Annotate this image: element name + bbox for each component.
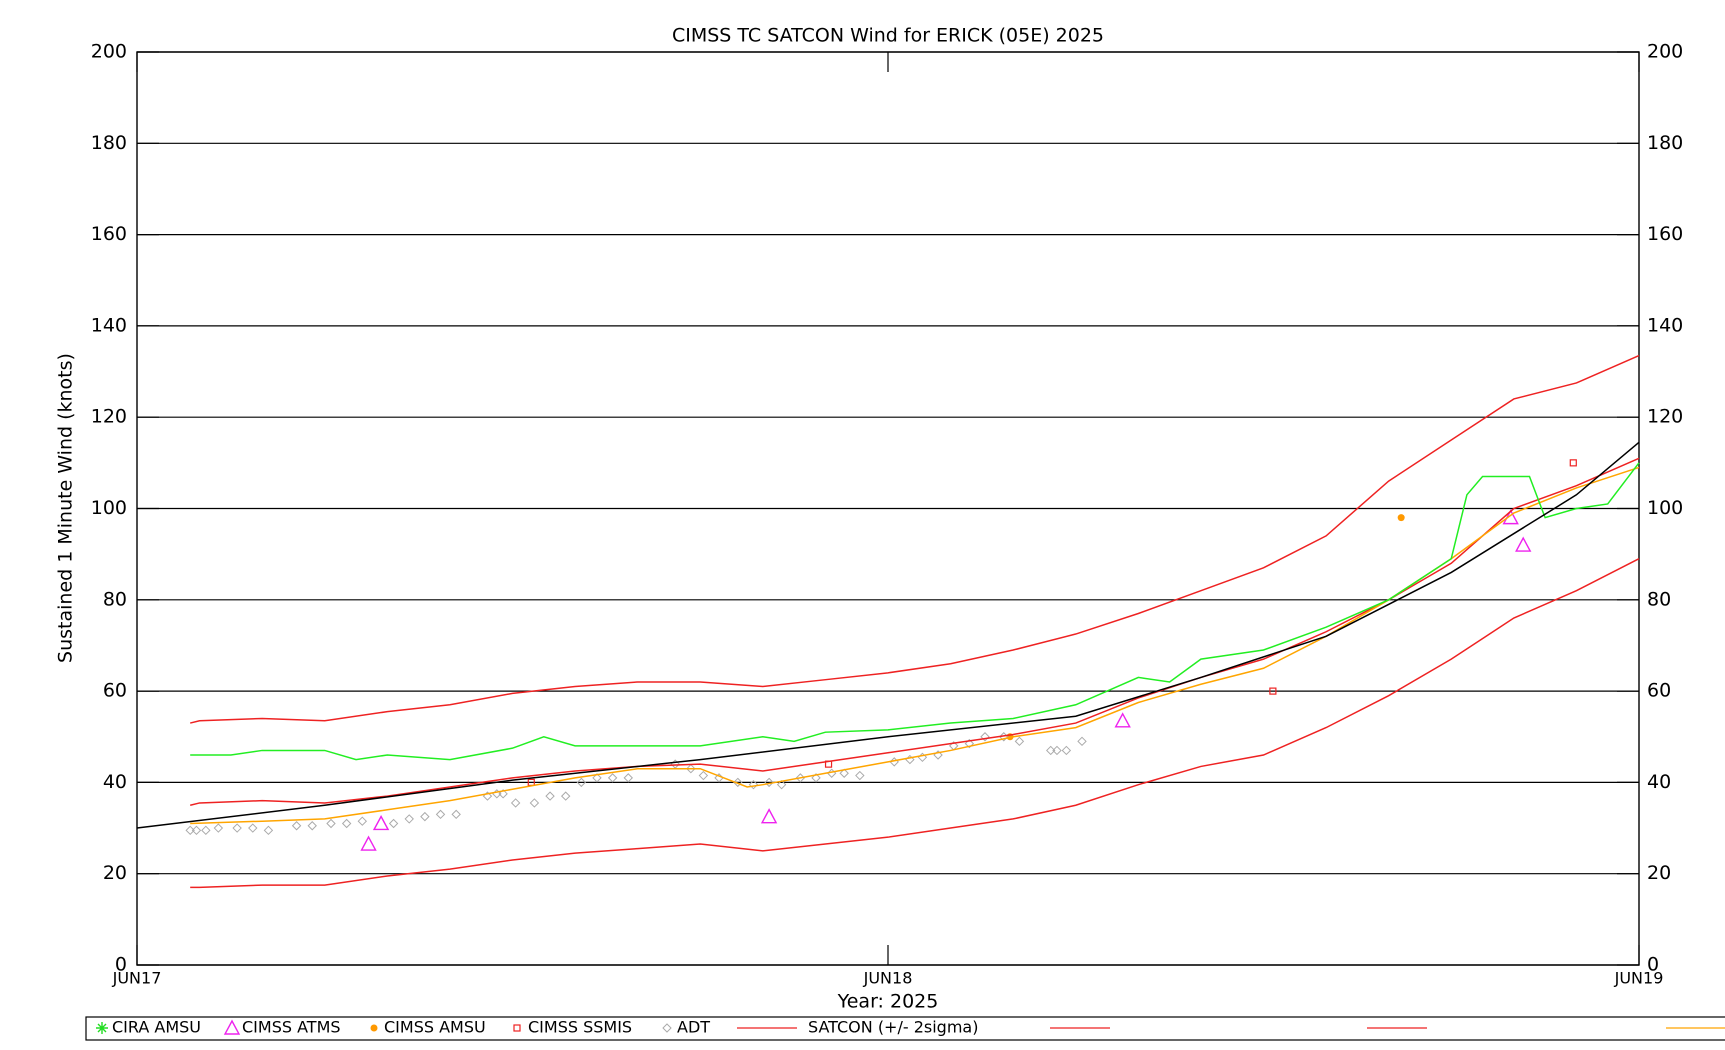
diamond-marker — [498, 789, 508, 799]
diamond-marker — [1052, 745, 1062, 756]
diamond-marker — [623, 773, 633, 783]
diamond-marker — [811, 773, 821, 783]
diamond-marker — [435, 809, 446, 820]
y-tick-label: 0 — [115, 954, 127, 976]
triangle-marker — [760, 808, 778, 824]
diamond-marker — [1046, 745, 1056, 756]
y2-tick-label: 200 — [1647, 41, 1683, 63]
diamond-marker — [420, 811, 430, 822]
legend-label: CIMSS AMSU — [384, 1018, 486, 1037]
legend-label: CIMSS SSMIS — [528, 1018, 632, 1037]
legend-label: CIMSS ATMS — [242, 1018, 341, 1037]
y2-tick-label: 100 — [1647, 497, 1683, 519]
legend-marker — [223, 1019, 241, 1035]
legend-marker — [513, 1024, 521, 1032]
diamond-marker — [307, 821, 317, 831]
legend-label: CIRA AMSU — [112, 1018, 201, 1037]
y-tick-label: 160 — [91, 223, 127, 245]
y-tick-label: 80 — [103, 588, 127, 610]
diamond-marker — [698, 770, 709, 781]
legend-label: ADT — [677, 1018, 710, 1037]
diamond-marker — [185, 825, 195, 836]
y-tick-label: 200 — [91, 41, 127, 63]
diamond-marker — [576, 777, 587, 788]
diamond-marker — [451, 809, 461, 820]
y2-tick-label: 80 — [1647, 588, 1671, 610]
diamond-marker — [795, 773, 806, 783]
y2-tick-label: 120 — [1647, 406, 1683, 428]
square-marker — [1269, 687, 1277, 695]
diamond-marker — [545, 791, 555, 801]
y-tick-label: 140 — [91, 314, 127, 336]
x-tick-label: JUN18 — [863, 969, 913, 988]
diamond-marker — [404, 814, 414, 824]
chart-title: CIMSS TC SATCON Wind for ERICK (05E) 202… — [672, 25, 1104, 47]
legend-marker — [96, 1022, 108, 1034]
series-line — [136, 441, 1640, 829]
y2-tick-label: 60 — [1647, 680, 1671, 702]
diamond-marker — [326, 818, 336, 829]
y-tick-label: 40 — [103, 771, 127, 793]
y2-tick-label: 20 — [1647, 862, 1671, 884]
diamond-marker — [964, 738, 975, 749]
diamond-marker — [191, 825, 202, 836]
diamond-marker — [686, 763, 696, 774]
diamond-marker — [357, 816, 368, 826]
x-axis-label: Year: 2025 — [837, 991, 939, 1013]
diamond-marker — [748, 779, 759, 790]
triangle-marker — [372, 815, 390, 831]
diamond-marker — [213, 823, 224, 833]
diamond-marker — [232, 823, 242, 833]
diamond-marker — [201, 825, 211, 836]
diamond-marker — [388, 818, 399, 829]
dot-marker — [1397, 514, 1405, 522]
diamond-marker — [1077, 736, 1087, 747]
series-line — [190, 558, 1640, 889]
y2-tick-label: 160 — [1647, 223, 1683, 245]
y2-tick-label: 40 — [1647, 771, 1671, 793]
diamond-marker — [980, 732, 990, 742]
diamond-marker — [1061, 745, 1072, 756]
legend-label: SATCON (+/- 2sigma) — [808, 1018, 978, 1037]
legend-marker — [370, 1024, 378, 1032]
legend-box — [85, 1016, 1725, 1041]
diamond-marker — [592, 773, 602, 783]
x-tick-label: JUN17 — [112, 969, 162, 988]
y-tick-label: 120 — [91, 406, 127, 428]
diamond-marker — [291, 821, 302, 831]
y2-tick-label: 180 — [1647, 132, 1683, 154]
diamond-marker — [341, 818, 352, 829]
diamond-marker — [855, 770, 865, 781]
diamond-marker — [839, 768, 849, 778]
diamond-marker — [529, 798, 540, 808]
y-tick-label: 20 — [103, 862, 127, 884]
y2-tick-label: 140 — [1647, 314, 1683, 336]
y-tick-label: 180 — [91, 132, 127, 154]
diamond-marker — [1014, 736, 1025, 747]
diamond-marker — [764, 777, 774, 788]
triangle-marker — [360, 835, 377, 851]
x-tick-label: JUN19 — [1614, 969, 1664, 988]
series-line — [190, 354, 1640, 724]
legend-marker — [662, 1023, 672, 1033]
diamond-marker — [560, 791, 571, 801]
diamond-marker — [248, 823, 258, 833]
diamond-marker — [776, 779, 787, 790]
diamond-marker — [263, 825, 274, 836]
diamond-marker — [607, 773, 618, 783]
diamond-marker — [733, 777, 743, 788]
series-line — [190, 462, 1640, 761]
plot-frame — [136, 51, 1640, 966]
y-tick-label: 60 — [103, 680, 127, 702]
y2-tick-label: 0 — [1647, 954, 1659, 976]
square-marker — [1569, 459, 1577, 467]
y-tick-label: 100 — [91, 497, 127, 519]
diamond-marker — [510, 798, 521, 808]
triangle-marker — [1515, 536, 1532, 552]
y-axis-label: Sustained 1 Minute Wind (knots) — [55, 353, 77, 663]
triangle-marker — [1114, 712, 1131, 728]
